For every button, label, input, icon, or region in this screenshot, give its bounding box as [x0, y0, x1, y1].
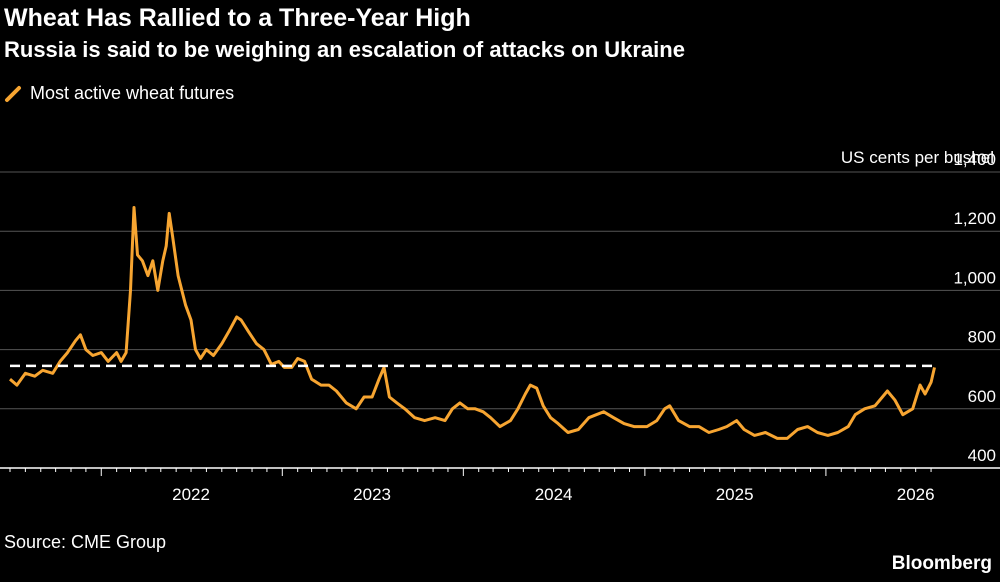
y-tick-label: 400: [968, 446, 996, 465]
legend-swatch-icon: [5, 85, 21, 102]
chart-title: Wheat Has Rallied to a Three-Year High: [4, 4, 471, 32]
y-tick-label: 1,400: [953, 150, 996, 169]
legend: Most active wheat futures: [4, 83, 234, 104]
x-tick-label: 2025: [716, 485, 754, 504]
y-tick-label: 800: [968, 328, 996, 347]
y-tick-labels: 400 600 800 1,000 1,200 1,400: [953, 150, 996, 465]
series-line-wheat-futures: [9, 206, 936, 440]
y-axis-unit-label: US cents per bushel: [840, 148, 994, 167]
y-tick-label: 1,200: [953, 209, 996, 228]
bloomberg-logo: Bloomberg: [891, 553, 992, 574]
x-tick-label: 2024: [535, 485, 573, 504]
x-tick-label: 2022: [172, 485, 210, 504]
y-tick-label: 600: [968, 387, 996, 406]
chart-subtitle: Russia is said to be weighing an escalat…: [4, 37, 685, 62]
x-tick-label: 2026: [897, 485, 935, 504]
legend-label: Most active wheat futures: [30, 83, 235, 103]
source-note: Source: CME Group: [4, 532, 167, 552]
series-layer: [9, 206, 936, 440]
x-axis: 2022 2023 2024 2025 2026: [0, 467, 1000, 504]
y-tick-label: 1,000: [953, 268, 996, 287]
x-tick-label: 2023: [353, 485, 391, 504]
